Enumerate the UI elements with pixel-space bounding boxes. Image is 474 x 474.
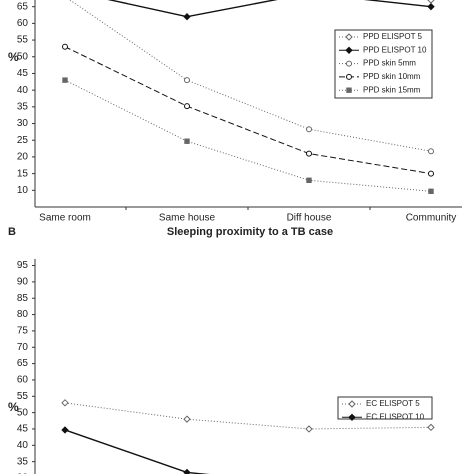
y-tick-label: 20 xyxy=(17,152,29,163)
legend-label: EC ELISPOT 10 xyxy=(366,412,425,421)
x-tick-label: Same house xyxy=(159,213,216,224)
marker xyxy=(306,177,312,183)
y-tick-label: 65 xyxy=(17,1,29,12)
y-tick-label: 80 xyxy=(17,309,29,320)
legend-label: PPD ELISPOT 10 xyxy=(363,45,427,54)
legend-label: EC ELISPOT 5 xyxy=(366,399,420,408)
marker xyxy=(62,77,68,83)
y-axis-label: % xyxy=(8,50,19,64)
plot-area xyxy=(62,0,435,195)
y-tick-label: 35 xyxy=(17,101,29,112)
legend-label: PPD skin 15mm xyxy=(363,85,421,94)
x-tick-label: Diff house xyxy=(287,213,332,224)
y-tick-label: 45 xyxy=(17,424,29,435)
x-tick-label: Same room xyxy=(39,213,91,224)
y-tick-label: 35 xyxy=(17,456,29,467)
y-tick-label: 50 xyxy=(17,51,29,62)
legend-label: PPD skin 5mm xyxy=(363,59,416,68)
marker xyxy=(346,60,352,67)
legend-label: PPD ELISPOT 5 xyxy=(363,32,423,41)
marker xyxy=(428,188,434,195)
series-line xyxy=(64,429,210,474)
marker xyxy=(306,126,312,133)
x-tick-label: Community xyxy=(406,213,457,224)
marker xyxy=(427,2,435,11)
marker xyxy=(184,77,190,84)
marker xyxy=(348,400,356,408)
x-axis-label: Sleeping proximity to a TB case xyxy=(167,226,333,238)
y-tick-label: 55 xyxy=(17,35,29,46)
y-tick-label: 65 xyxy=(17,358,29,369)
y-tick-label: 45 xyxy=(17,68,29,79)
marker xyxy=(183,12,191,21)
y-tick-label: 40 xyxy=(17,440,29,451)
y-tick-label: 60 xyxy=(17,375,29,386)
marker xyxy=(345,33,353,41)
marker xyxy=(184,138,190,144)
y-tick-label: 50 xyxy=(17,407,29,418)
marker xyxy=(345,46,353,55)
legend-box xyxy=(337,396,433,420)
y-tick-label: 25 xyxy=(17,135,29,146)
y-tick-label: 75 xyxy=(17,326,29,337)
marker xyxy=(427,0,435,4)
marker xyxy=(306,150,312,157)
y-tick-label: 10 xyxy=(17,185,29,196)
y-tick-label: 70 xyxy=(17,342,29,353)
marker xyxy=(305,425,313,433)
marker xyxy=(428,148,434,155)
series-line xyxy=(64,402,432,430)
marker xyxy=(183,415,191,423)
marker xyxy=(348,413,356,422)
y-tick-label: 90 xyxy=(17,277,29,288)
marker xyxy=(183,468,191,474)
series-line xyxy=(68,0,432,152)
marker xyxy=(61,426,69,434)
marker xyxy=(61,399,69,407)
marker xyxy=(427,423,435,432)
marker xyxy=(346,73,352,80)
marker xyxy=(346,87,352,93)
y-axis-label: % xyxy=(8,400,19,414)
marker xyxy=(428,170,434,177)
series-line xyxy=(107,0,432,18)
series-line xyxy=(64,46,432,175)
y-tick-label: 55 xyxy=(17,391,29,402)
y-tick-label: 60 xyxy=(17,18,29,29)
y-tick-label: 85 xyxy=(17,293,29,304)
marker xyxy=(184,103,190,110)
y-tick-label: 40 xyxy=(17,85,29,96)
y-tick-label: 95 xyxy=(17,260,29,271)
y-tick-label: 30 xyxy=(17,118,29,129)
marker xyxy=(62,43,68,50)
panel-label: B xyxy=(8,226,16,238)
y-tick-label: 30 xyxy=(17,473,29,474)
plot-area xyxy=(61,399,435,474)
legend-label: PPD skin 10mm xyxy=(363,72,421,81)
y-tick-label: 15 xyxy=(17,168,29,179)
